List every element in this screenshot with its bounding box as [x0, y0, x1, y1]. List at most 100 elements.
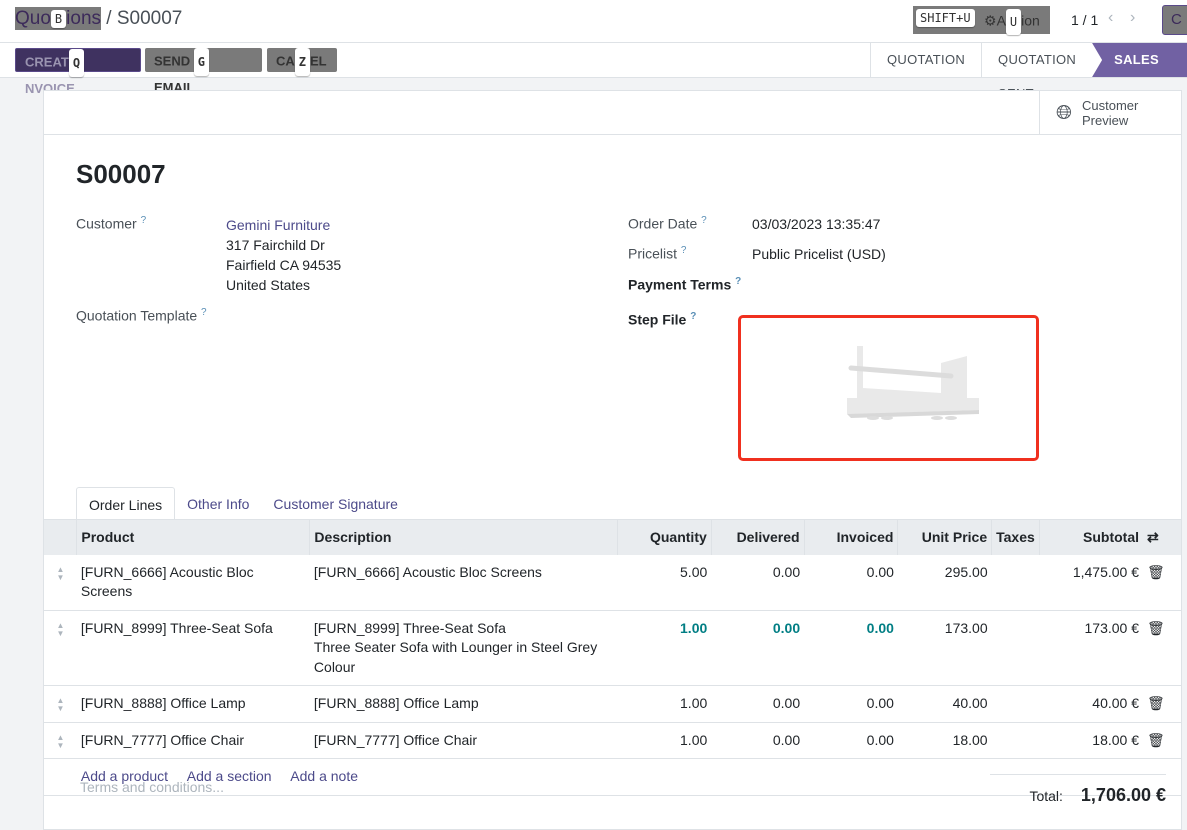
col-delivered[interactable]: Delivered — [711, 519, 805, 555]
col-description[interactable]: Description — [309, 519, 618, 555]
total-label: Total: — [1029, 788, 1063, 804]
breadcrumb-current: S00007 — [116, 8, 183, 29]
line-delivered[interactable]: 0.00 — [772, 731, 801, 748]
cancel-button[interactable]: CA Z EL — [267, 48, 337, 76]
column-settings-icon[interactable]: ⇄ — [1143, 519, 1181, 555]
line-quantity[interactable]: 1.00 — [680, 731, 708, 748]
add-section-link[interactable]: Add a section — [186, 768, 272, 784]
line-description-text: [FURN_6666] Acoustic Bloc Screens — [313, 563, 542, 580]
help-icon[interactable]: ? — [701, 215, 707, 226]
total-box: Total: 1,706.00 € — [990, 774, 1166, 806]
help-icon[interactable]: ? — [201, 307, 207, 318]
line-invoiced[interactable]: 0.00 — [866, 563, 894, 580]
line-delivered[interactable]: 0.00 — [772, 619, 801, 636]
table-row[interactable]: ▲ ▼ [FURN_8888] Office Lamp [FURN_8888] O… — [44, 685, 1181, 723]
breadcrumb-text: ions — [66, 8, 102, 29]
payment-terms-label: Payment Terms ? — [628, 276, 742, 293]
col-invoiced[interactable]: Invoiced — [804, 519, 899, 555]
line-unit-price[interactable]: 295.00 — [944, 563, 988, 580]
create-invoice-button[interactable]: CREAT QNVOICE — [15, 48, 141, 96]
table-row[interactable]: ▲ ▼ [FURN_7777] Office Chair [FURN_7777] … — [44, 722, 1181, 759]
drag-handle-icon[interactable]: ▲ ▼ — [56, 732, 65, 750]
customer-label: Customer ? — [76, 215, 147, 232]
create-button[interactable]: C — [1162, 5, 1187, 35]
line-quantity[interactable]: 1.00 — [680, 619, 708, 636]
table-row[interactable]: ▲ ▼ [FURN_8999] Three-Seat Sofa [FURN_899… — [44, 610, 1181, 686]
help-icon[interactable]: ? — [680, 245, 687, 256]
record-title: S00007 — [76, 159, 166, 189]
address-line: United States — [226, 277, 311, 293]
line-taxes[interactable] — [992, 722, 1040, 759]
order-date-field[interactable]: 03/03/2023 13:35:47 — [752, 216, 881, 232]
line-quantity[interactable]: 1.00 — [680, 695, 708, 711]
line-description[interactable]: [FURN_6666] Acoustic Bloc Screens — [310, 555, 618, 611]
line-description[interactable]: [FURN_8999] Three-Seat Sofa Three Seater … — [310, 610, 618, 686]
help-icon[interactable]: ? — [735, 276, 742, 287]
globe-icon: 🌐︎ — [1056, 101, 1072, 124]
button-label: SEND — [154, 53, 191, 69]
line-product[interactable]: [FURN_8999] Three-Seat Sofa — [80, 619, 273, 636]
line-unit-price[interactable]: 173.00 — [944, 619, 988, 636]
terms-input[interactable]: Terms and conditions... — [80, 779, 224, 795]
hotkey-shift-overlay: SHIFT+U — [913, 6, 978, 34]
customer-link[interactable]: Gemini Furniture — [226, 217, 331, 233]
hotkey-badge: G — [193, 48, 209, 76]
drag-handle-icon[interactable]: ▲ ▼ — [56, 620, 65, 638]
pager-value: 1 / 1 — [1071, 12, 1099, 28]
address-line: Fairfield CA 94535 — [226, 257, 342, 273]
trash-icon[interactable]: 🗑︎ — [1147, 563, 1165, 580]
pricelist-field[interactable]: Public Pricelist (USD) — [752, 246, 886, 262]
line-delivered[interactable]: 0.00 — [772, 695, 801, 711]
pager-prev-icon[interactable]: ‹ — [1108, 9, 1114, 26]
drag-handle-icon[interactable]: ▲ ▼ — [56, 564, 65, 582]
drag-handle-icon[interactable]: ▲ ▼ — [56, 696, 65, 713]
tab-order-lines[interactable]: Order Lines — [76, 487, 176, 523]
add-product-link[interactable]: Add a product — [80, 768, 169, 784]
line-product[interactable]: [FURN_6666] Acoustic Bloc Screens — [80, 563, 254, 600]
col-quantity[interactable]: Quantity — [617, 519, 712, 555]
line-taxes[interactable] — [992, 610, 1040, 686]
step-file-viewer[interactable] — [738, 315, 1039, 461]
line-unit-price[interactable]: 18.00 — [952, 731, 988, 748]
pager-next-icon[interactable]: › — [1130, 9, 1136, 26]
line-delivered[interactable]: 0.00 — [772, 563, 801, 580]
button-box: 🌐︎ Customer Preview — [44, 91, 1181, 135]
trash-icon[interactable]: 🗑︎ — [1147, 619, 1165, 636]
line-taxes[interactable] — [992, 686, 1040, 723]
add-note-link[interactable]: Add a note — [290, 768, 358, 784]
line-subtotal: 18.00 € — [1092, 731, 1139, 748]
line-product[interactable]: [FURN_7777] Office Chair — [80, 731, 245, 748]
line-description[interactable]: [FURN_8888] Office Lamp — [310, 686, 618, 723]
table-row[interactable]: ▲ ▼ [FURN_6666] Acoustic Bloc Screens [FU… — [44, 554, 1181, 611]
line-invoiced[interactable]: 0.00 — [866, 731, 894, 748]
send-email-button[interactable]: SEND G EMAIL — [145, 48, 262, 95]
status-quotation-sent[interactable]: QUOTATION SENT — [981, 43, 1092, 101]
quotation-template-label: Quotation Template ? — [76, 307, 207, 324]
line-quantity[interactable]: 5.00 — [680, 563, 708, 580]
col-unit-price[interactable]: Unit Price — [897, 519, 993, 555]
line-invoiced[interactable]: 0.00 — [866, 619, 894, 636]
trash-icon[interactable]: 🗑︎ — [1147, 695, 1165, 711]
line-description[interactable]: [FURN_7777] Office Chair — [310, 722, 618, 759]
line-subtotal: 173.00 € — [1084, 619, 1140, 636]
hotkey-badge: Q — [68, 49, 85, 77]
tab-other-info[interactable]: Other Info — [187, 496, 250, 512]
help-icon[interactable]: ? — [690, 311, 697, 322]
tab-customer-signature[interactable]: Customer Signature — [273, 496, 398, 512]
col-product[interactable]: Product — [76, 519, 311, 555]
help-icon[interactable]: ? — [140, 215, 147, 226]
line-product[interactable]: [FURN_8888] Office Lamp — [80, 695, 246, 711]
col-taxes[interactable]: Taxes — [991, 519, 1040, 555]
col-subtotal[interactable]: Subtotal — [1039, 519, 1143, 555]
status-sales-order[interactable]: SALES ORDER — [1092, 43, 1187, 77]
line-invoiced[interactable]: 0.00 — [866, 695, 894, 711]
line-unit-price[interactable]: 40.00 — [952, 695, 988, 711]
customer-preview-button[interactable]: 🌐︎ Customer Preview — [1039, 91, 1181, 135]
line-taxes[interactable] — [992, 555, 1040, 611]
status-quotation[interactable]: QUOTATION — [887, 52, 966, 67]
trash-icon[interactable]: 🗑︎ — [1147, 731, 1165, 748]
button-label: CA — [276, 53, 295, 69]
